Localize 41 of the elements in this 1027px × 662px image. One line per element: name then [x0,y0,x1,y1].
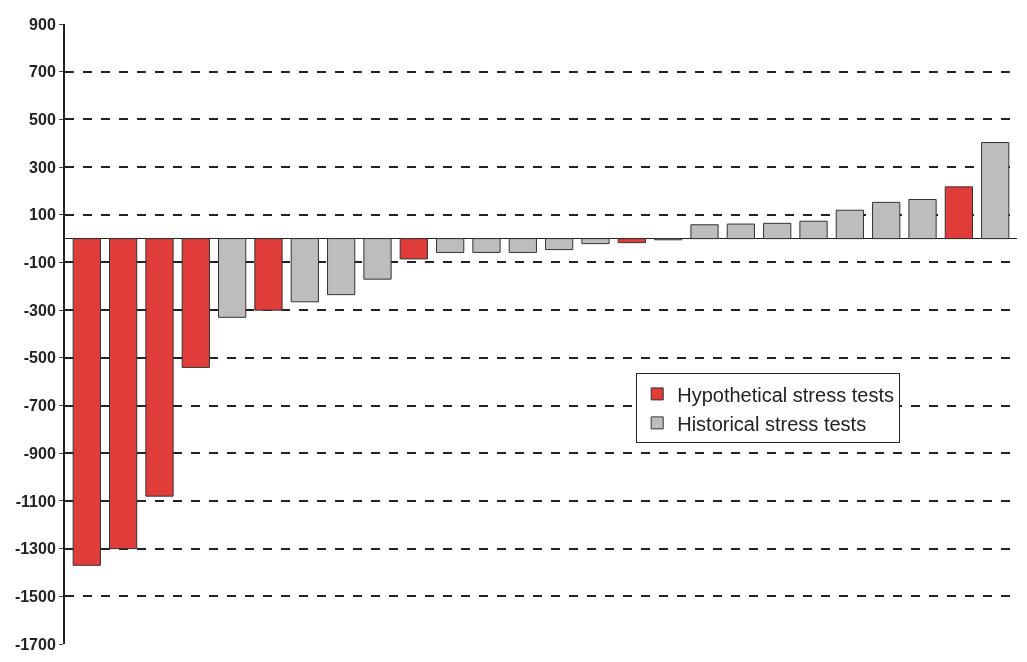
bar [726,223,755,240]
y-tick-label: -1500 [14,587,56,605]
bar [690,224,719,240]
y-tick-label: 500 [29,110,56,128]
bar [763,222,792,240]
y-tick-label: -1700 [14,635,56,653]
bar [218,238,247,318]
bar [581,238,610,245]
bar [545,238,574,251]
bar [109,238,138,550]
bar [799,220,828,240]
bar [72,238,101,566]
bar [436,238,465,253]
bar [908,199,937,240]
bar [944,186,973,240]
legend-label: Historical stress tests [677,412,867,435]
y-tick-label: -1100 [15,492,56,510]
bar [327,238,356,296]
bar [254,238,283,311]
y-tick-label: 300 [29,158,56,176]
y-tick-label: -100 [23,254,56,272]
bar [181,238,210,368]
legend-label: Hypothetical stress tests [677,383,894,406]
y-tick-label: 700 [29,63,56,81]
bar [872,201,901,240]
bar [145,238,174,497]
y-tick-label: -300 [23,301,56,319]
bar [981,142,1010,240]
bar [835,209,864,240]
y-tick-label: -500 [23,349,56,367]
bar [363,238,392,280]
bar [290,238,319,303]
bar [617,238,646,244]
y-tick-label: -1300 [14,540,56,558]
y-tick-label: 900 [29,15,56,33]
bar [472,238,501,253]
bar [399,238,428,260]
y-tick-label: -900 [23,444,56,462]
y-tick-label: -700 [23,397,56,415]
bar [508,238,537,253]
y-tick-label: 100 [29,206,56,224]
